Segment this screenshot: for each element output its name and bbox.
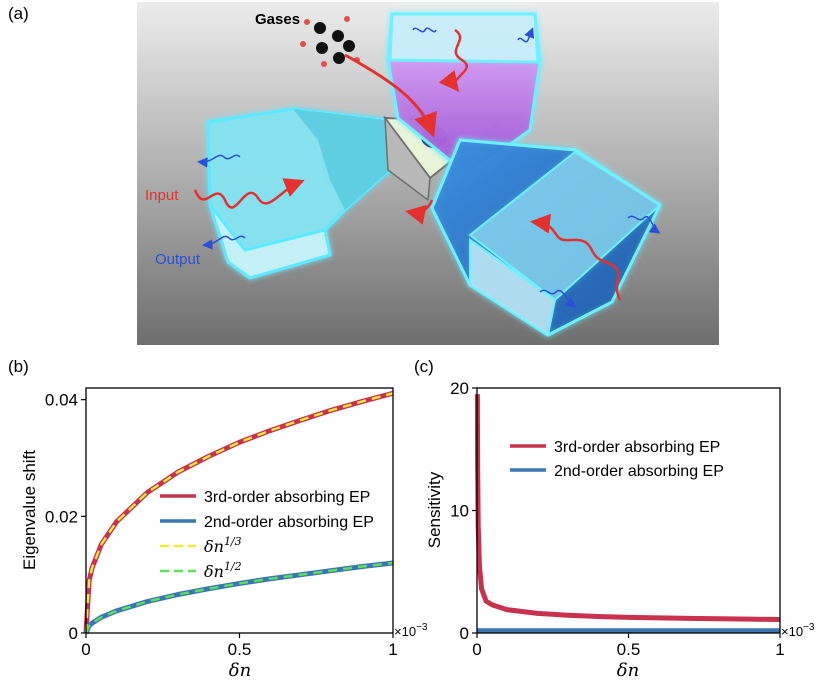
center-arrow [405,199,434,225]
chart-b-ticks: 0 0.5 1 0 0.02 0.04 [45,391,398,659]
chart-b-x-multiplier: ×10−3 [394,622,428,639]
c-ytick-label: 10 [450,502,469,521]
b-series-line-4 [84,561,394,634]
gas-flow-arrow [344,53,437,138]
c-ytick-label: 0 [460,624,469,643]
output-label: Output [155,251,201,268]
chart-b-series [83,390,394,635]
b-series-line-2 [83,560,394,635]
input-label: Input [145,187,179,204]
top-small-wave-2 [517,27,535,43]
c-legend-label: 3rd-order absorbing EP [554,439,720,456]
top-wave [438,28,468,92]
b-series-line-3 [84,392,394,634]
b-legend-label: δn1/2 [204,560,242,581]
b-ytick-label: 0.04 [45,391,78,410]
panel-c-tag: (c) [414,357,434,376]
chart-c-series [474,394,781,634]
chart-b-legend: 3rd-order absorbing EP 2nd-order absorbin… [160,489,374,581]
gas-molecules [300,16,360,67]
right-wave [530,213,622,301]
right-small-wave-1 [627,215,661,234]
b-xtick-label: 1 [388,640,397,659]
chart-c-xlabel: δn [617,660,639,681]
chart-b-xlabel: δn [229,660,251,681]
chart-c-frame [476,387,781,634]
c-xtick-label: 0.5 [617,640,641,659]
c-ytick-label: 20 [450,379,469,398]
b-legend-label: 3rd-order absorbing EP [204,489,370,506]
c-xtick-label: 0 [472,640,481,659]
chart-b-frame [85,387,394,634]
c-xtick-label: 1 [775,640,784,659]
b-ytick-label: 0.02 [45,507,78,526]
c-series-line-1 [474,394,781,623]
top-small-wave-1 [412,27,437,33]
gases-label: Gases [255,11,300,28]
b-ytick-label: 0 [69,624,78,643]
c-legend-label: 2nd-order absorbing EP [554,463,724,480]
panel-b-tag: (b) [8,357,29,376]
b-xtick-label: 0.5 [228,640,252,659]
illustration: Gases Input Output [137,2,719,345]
right-small-wave-2 [539,289,577,308]
chart-c-x-multiplier: ×10−3 [781,622,815,639]
output-wave-2 [202,235,246,250]
right-cavity [430,138,662,337]
b-legend-label: 2nd-order absorbing EP [204,514,374,531]
panel-a-tag: (a) [8,4,29,23]
output-wave-1 [197,154,241,168]
chart-eigenvalue-shift: 0 0.5 1 0 0.02 0.04 Eigenvalue shift δn ×10−3… [20,387,428,681]
b-xtick-label: 0 [81,640,90,659]
input-wave [193,178,305,209]
chart-b-ylabel: Eigenvalue shift [20,450,39,570]
chart-c-ylabel: Sensitivity [425,471,444,548]
chart-c-legend: 3rd-order absorbing EP 2nd-order absorbin… [510,439,724,480]
b-legend-label: δn1/3 [204,535,242,556]
